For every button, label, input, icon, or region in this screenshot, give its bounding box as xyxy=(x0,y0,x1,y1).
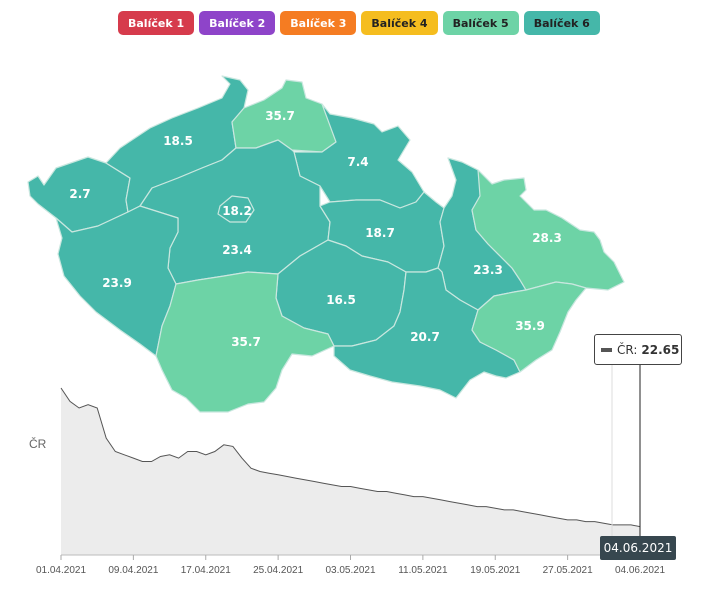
x-tick-label: 17.04.2021 xyxy=(180,565,231,576)
czech-regions-map: 2.718.535.77.423.418.218.723.923.328.316… xyxy=(27,75,625,413)
legend-pill-package-2[interactable]: Balíček 2 xyxy=(199,11,276,35)
package-legend: Balíček 1 Balíček 2 Balíček 3 Balíček 4 Balí… xyxy=(118,11,600,35)
x-tick-label: 25.04.2021 xyxy=(253,565,304,576)
x-tick-label: 11.05.2021 xyxy=(398,565,448,576)
legend-pill-package-1[interactable]: Balíček 1 xyxy=(118,11,195,35)
x-tick-label: 04.06.2021 xyxy=(614,565,666,576)
region-jihocesky[interactable] xyxy=(155,271,335,413)
tooltip-series-label: ČR: xyxy=(617,342,638,357)
timeline-tooltip: ČR: 22.65 xyxy=(594,334,682,365)
cr-line-series xyxy=(60,387,641,528)
region-stredocesky[interactable] xyxy=(217,195,255,223)
x-tick-label: 01.04.2021 xyxy=(35,565,87,576)
x-tick-label: 03.05.2021 xyxy=(325,565,376,576)
series-swatch xyxy=(601,347,612,352)
x-tick-label: 19.05.2021 xyxy=(470,565,521,576)
tooltip-value: 22.65 xyxy=(641,342,680,357)
region-moravskoslezsky[interactable] xyxy=(471,169,625,291)
legend-pill-package-6[interactable]: Balíček 6 xyxy=(523,11,600,35)
cr-area-series xyxy=(61,388,640,555)
region-zlinsky[interactable] xyxy=(471,281,587,373)
x-tick-label: 09.04.2021 xyxy=(108,565,159,576)
x-tick-label: 27.05.2021 xyxy=(542,565,593,576)
legend-pill-package-4[interactable]: Balíček 4 xyxy=(361,11,438,35)
timeline-series-label: ČR xyxy=(29,437,47,451)
current-date-badge[interactable]: 04.06.2021 xyxy=(600,536,676,560)
legend-pill-package-5[interactable]: Balíček 5 xyxy=(442,11,519,35)
legend-pill-package-3[interactable]: Balíček 3 xyxy=(280,11,357,35)
